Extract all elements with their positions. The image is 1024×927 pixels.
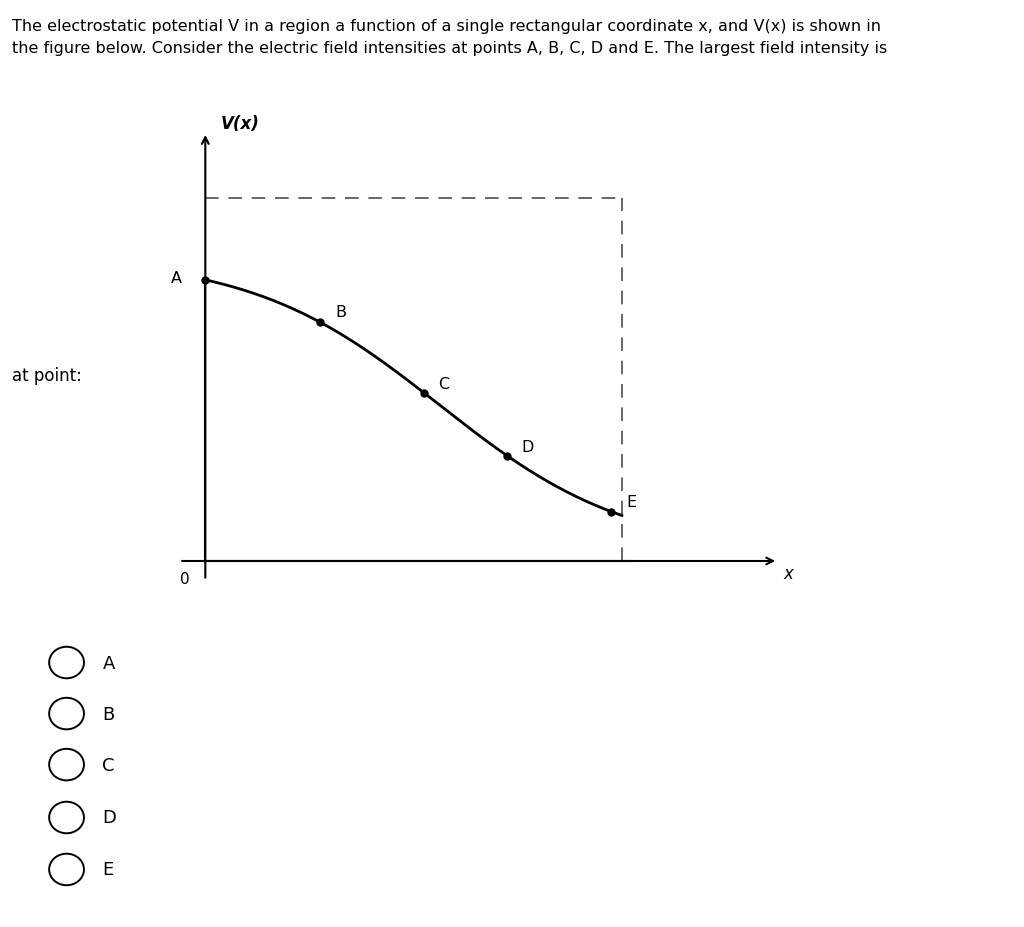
Text: x: x: [783, 564, 794, 582]
Text: A: A: [102, 654, 115, 672]
Text: C: C: [438, 376, 450, 391]
Text: 0: 0: [179, 571, 189, 587]
Text: B: B: [102, 705, 115, 723]
Text: A: A: [171, 271, 182, 286]
Text: at point:: at point:: [12, 366, 82, 385]
Text: B: B: [335, 304, 346, 319]
Text: the figure below. Consider the electric field intensities at points A, B, C, D a: the figure below. Consider the electric …: [12, 41, 888, 56]
Text: V(x): V(x): [221, 115, 260, 133]
Text: D: D: [521, 439, 534, 454]
Text: E: E: [102, 860, 114, 879]
Text: C: C: [102, 756, 115, 774]
Text: E: E: [626, 495, 636, 510]
Text: D: D: [102, 808, 117, 827]
Text: The electrostatic potential V in a region a function of a single rectangular coo: The electrostatic potential V in a regio…: [12, 19, 882, 33]
